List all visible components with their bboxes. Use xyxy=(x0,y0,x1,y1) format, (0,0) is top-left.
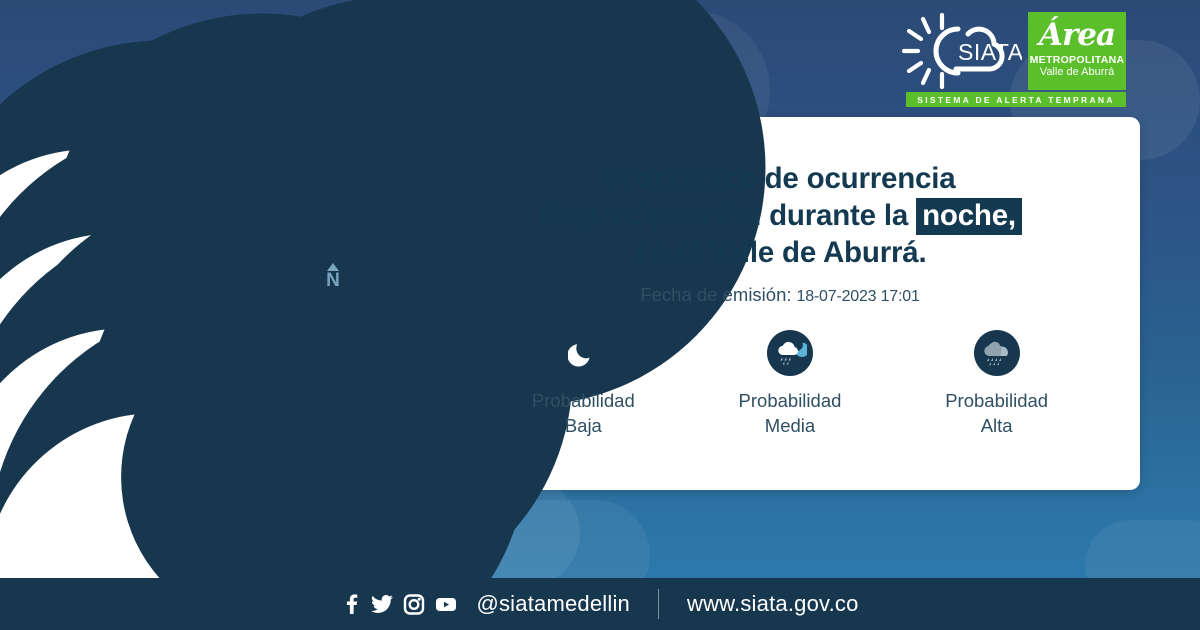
website-url[interactable]: www.siata.gov.co xyxy=(687,591,859,616)
headline-line-2: de precipitación durante la noche, xyxy=(470,197,1090,235)
issue-date: Fecha de emisión: 18-07-2023 17:01 xyxy=(470,284,1090,306)
legend-label-baja-line2: Baja xyxy=(564,415,602,436)
legend-label-baja-line1: Probabilidad xyxy=(531,390,635,411)
issue-date-value: 18-07-2023 17:01 xyxy=(796,288,920,305)
area-metropolitana-line1: METROPOLITANA xyxy=(1029,54,1125,66)
siata-logo-text: SIATA xyxy=(958,39,1022,65)
headline-block: Pronóstico de ocurrencia de precipitació… xyxy=(470,160,1090,306)
map-marker-caldas-sur xyxy=(0,282,477,630)
footer-bar: @siatamedellin www.siata.gov.co xyxy=(0,578,1200,630)
tagline-bar: SISTEMA DE ALERTA TEMPRANA xyxy=(906,92,1126,107)
issue-date-label: Fecha de emisión: xyxy=(640,284,792,305)
cloud-heavy-rain-icon xyxy=(973,330,1020,376)
headline-line-2-text: de precipitación durante la xyxy=(538,199,909,232)
area-metropolitana-script: Área xyxy=(1038,17,1116,53)
twitter-icon[interactable] xyxy=(370,593,394,615)
aburra-valley-map xyxy=(0,0,766,630)
facebook-icon[interactable] xyxy=(341,593,361,615)
tagline-text: SISTEMA DE ALERTA TEMPRANA xyxy=(917,94,1115,105)
area-metropolitana-logo: Área METROPOLITANA Valle de Aburrá xyxy=(1028,12,1126,90)
legend-label-media-line2: Media xyxy=(764,415,816,436)
social-handle[interactable]: @siatamedellin xyxy=(476,591,630,616)
youtube-icon[interactable] xyxy=(434,593,458,615)
legend-label-alta-line2: Alta xyxy=(980,415,1013,436)
legend-label-media-line1: Probabilidad xyxy=(738,390,842,411)
legend-item-media: Probabilidad Media xyxy=(705,330,875,438)
probability-legend: Probabilidad Baja Probabilidad xyxy=(480,330,1100,438)
page-title: Pronóstico de ocurrencia de precipitació… xyxy=(470,160,1090,271)
legend-label-alta-line1: Probabilidad xyxy=(945,390,1049,411)
headline-highlight: noche, xyxy=(916,198,1022,235)
legend-item-alta: Probabilidad Alta xyxy=(912,330,1082,438)
logo-group: SIATA Área METROPOLITANA Valle de Aburrá xyxy=(896,12,1126,90)
moon-icon xyxy=(560,330,607,376)
cloud-rain-moon-icon xyxy=(766,330,813,376)
area-metropolitana-line2: Valle de Aburrá xyxy=(1039,66,1115,78)
headline-line-1: Pronóstico de ocurrencia xyxy=(604,162,956,195)
siata-logo: SIATA xyxy=(896,12,1023,90)
compass-arrow-icon xyxy=(327,262,339,271)
compass-label: N xyxy=(326,269,340,291)
headline-line-3: en el Valle de Aburrá. xyxy=(633,236,927,269)
instagram-icon[interactable] xyxy=(403,593,425,615)
compass-north-icon: N xyxy=(310,253,356,299)
legend-item-baja: Probabilidad Baja xyxy=(498,330,668,438)
footer-divider xyxy=(658,589,659,619)
social-icon-group xyxy=(341,593,458,615)
